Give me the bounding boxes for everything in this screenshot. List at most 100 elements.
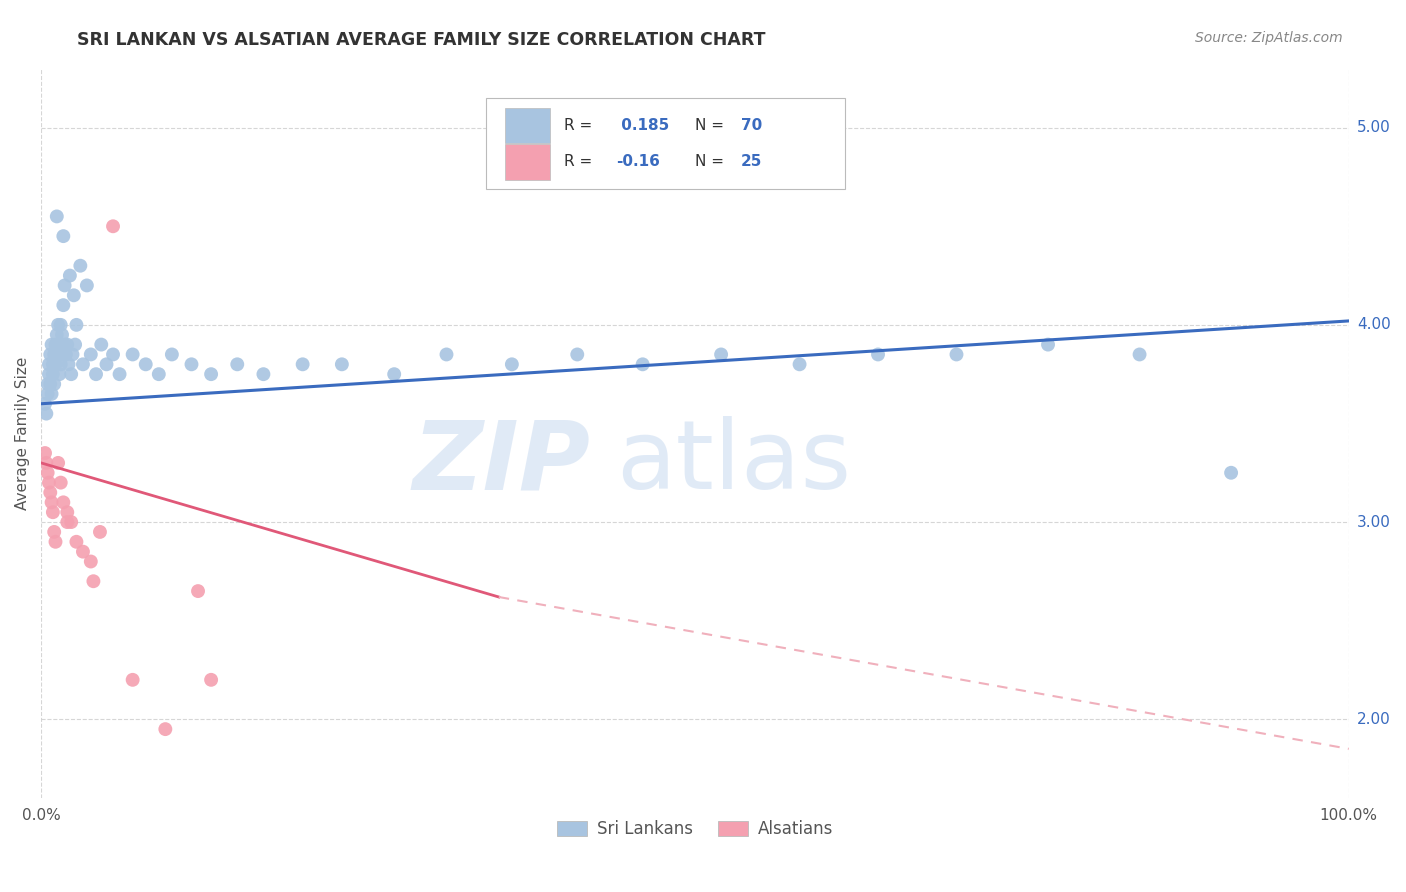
Point: [436, 347, 458, 361]
Point: [84, 367, 107, 381]
Point: [101, 347, 124, 361]
Point: [80, 554, 103, 568]
Point: [51, 327, 73, 342]
Text: 2.00: 2.00: [1357, 712, 1391, 727]
Point: [48, 337, 70, 351]
Point: [35, 407, 58, 421]
Text: 0.185: 0.185: [616, 118, 669, 133]
Point: [34, 446, 56, 460]
Point: [59, 268, 82, 283]
Point: [35, 456, 58, 470]
Text: ZIP: ZIP: [412, 416, 591, 509]
Point: [56, 515, 79, 529]
Text: R =: R =: [564, 154, 598, 169]
Point: [330, 357, 353, 371]
Point: [866, 347, 889, 361]
Text: 5.00: 5.00: [1357, 120, 1391, 136]
Point: [1128, 347, 1150, 361]
Point: [567, 347, 589, 361]
Point: [41, 387, 63, 401]
Text: 3.00: 3.00: [1357, 515, 1391, 530]
Point: [200, 367, 222, 381]
Point: [45, 327, 67, 342]
Text: 4.00: 4.00: [1357, 318, 1391, 333]
Point: [48, 367, 70, 381]
Point: [46, 318, 69, 332]
Point: [42, 357, 65, 371]
Point: [42, 505, 65, 519]
Point: [187, 584, 209, 599]
Point: [226, 357, 249, 371]
Point: [63, 337, 86, 351]
Point: [65, 318, 87, 332]
Point: [44, 534, 66, 549]
Text: Source: ZipAtlas.com: Source: ZipAtlas.com: [1195, 31, 1343, 45]
Point: [65, 534, 87, 549]
Point: [39, 347, 62, 361]
Point: [631, 357, 654, 371]
Point: [200, 673, 222, 687]
Point: [52, 298, 75, 312]
Legend: Sri Lankans, Alsatians: Sri Lankans, Alsatians: [550, 814, 839, 845]
Point: [53, 337, 76, 351]
Point: [49, 357, 72, 371]
Point: [501, 357, 523, 371]
Point: [82, 574, 104, 589]
Point: [148, 367, 170, 381]
Point: [44, 524, 66, 539]
Point: [49, 318, 72, 332]
Point: [52, 229, 75, 244]
Point: [155, 722, 177, 736]
Text: N =: N =: [695, 154, 728, 169]
Point: [44, 347, 66, 361]
Point: [90, 337, 112, 351]
FancyBboxPatch shape: [505, 144, 550, 180]
Y-axis label: Average Family Size: Average Family Size: [15, 357, 30, 510]
Point: [89, 524, 111, 539]
Point: [291, 357, 314, 371]
Point: [37, 377, 59, 392]
Text: -0.16: -0.16: [616, 154, 661, 169]
Point: [51, 347, 73, 361]
Text: N =: N =: [695, 118, 728, 133]
Point: [101, 219, 124, 234]
Point: [46, 347, 69, 361]
Point: [38, 357, 60, 371]
Point: [58, 357, 80, 371]
Point: [44, 337, 66, 351]
Point: [789, 357, 811, 371]
Point: [76, 278, 98, 293]
Point: [252, 367, 274, 381]
Point: [72, 544, 94, 558]
Point: [382, 367, 405, 381]
Text: atlas: atlas: [616, 416, 852, 509]
Text: 70: 70: [741, 118, 762, 133]
Point: [56, 337, 79, 351]
FancyBboxPatch shape: [505, 108, 550, 144]
Point: [38, 475, 60, 490]
Point: [135, 357, 157, 371]
Point: [53, 278, 76, 293]
Point: [60, 367, 83, 381]
Point: [38, 367, 60, 381]
Point: [42, 367, 65, 381]
Point: [945, 347, 967, 361]
Point: [41, 337, 63, 351]
Point: [121, 347, 143, 361]
Text: SRI LANKAN VS ALSATIAN AVERAGE FAMILY SIZE CORRELATION CHART: SRI LANKAN VS ALSATIAN AVERAGE FAMILY SI…: [77, 31, 766, 49]
Point: [62, 347, 84, 361]
Text: R =: R =: [564, 118, 598, 133]
Point: [710, 347, 733, 361]
Point: [44, 357, 66, 371]
Point: [1036, 337, 1059, 351]
Point: [121, 673, 143, 687]
Point: [56, 505, 79, 519]
FancyBboxPatch shape: [485, 98, 845, 189]
Point: [108, 367, 131, 381]
Point: [80, 347, 103, 361]
Point: [37, 466, 59, 480]
Text: 25: 25: [741, 154, 762, 169]
Point: [41, 495, 63, 509]
Point: [60, 515, 83, 529]
Point: [46, 456, 69, 470]
